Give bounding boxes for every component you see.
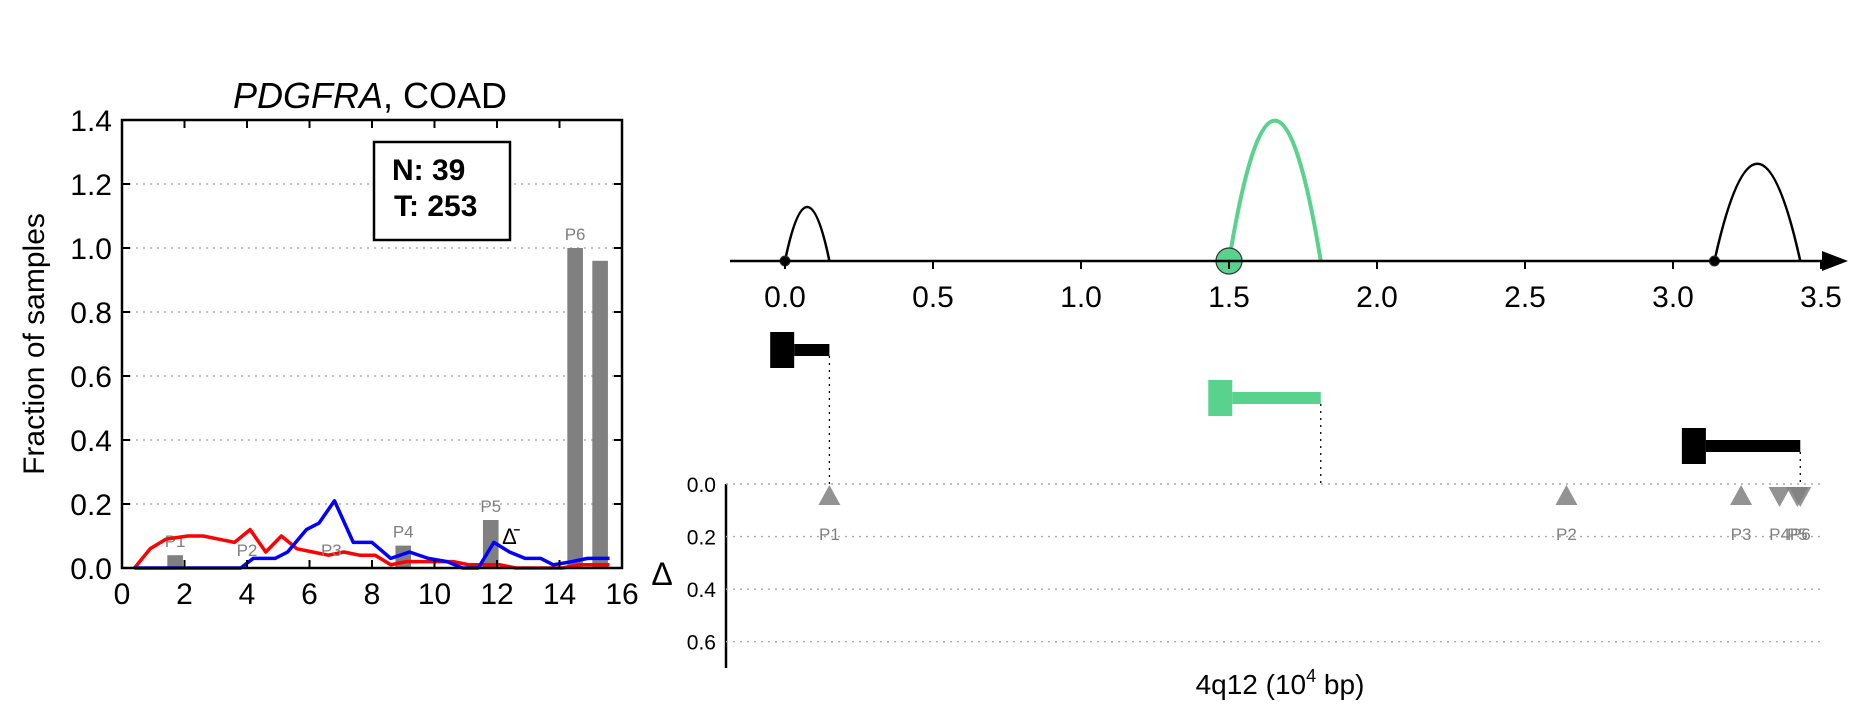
left-bar: [167, 555, 183, 568]
left-ylabel: Fraction of samples: [18, 213, 51, 475]
right-xlabel: 4q12 (104 bp): [1196, 666, 1365, 700]
transcript-tss-block: [1681, 428, 1706, 464]
transcript-tss-block: [1208, 380, 1233, 416]
left-bar-label: P5: [480, 497, 501, 516]
transcript-body: [1232, 392, 1321, 404]
left-point-label: P3: [321, 541, 342, 560]
left-ytick-label: 0.8: [70, 297, 112, 330]
promoter-label: P1: [819, 525, 840, 544]
right-xtick-label: 2.0: [1356, 281, 1398, 314]
right-xlabel-tail: bp): [1316, 669, 1364, 700]
right-xlabel-sup: 4: [1306, 666, 1316, 686]
interaction-arc: [1227, 118, 1323, 262]
transcript-body: [794, 344, 830, 356]
left-plot-frame: [120, 118, 624, 570]
promoter-delta-marker: [1789, 487, 1812, 507]
info-box-frame: [372, 140, 512, 242]
right-xlabel-base: 4q12 (10: [1196, 669, 1307, 700]
right-transcripts: [770, 332, 1801, 484]
gene-name: PDGFRA: [233, 75, 383, 116]
promoter-label: P4: [1769, 525, 1790, 544]
right-xtick-label: 0.5: [912, 281, 954, 314]
left-lines: [133, 499, 610, 570]
genomic-axis-arrowhead: [1822, 251, 1848, 271]
cancer-type: , COAD: [383, 75, 507, 116]
right-xtick-label: 2.5: [1504, 281, 1546, 314]
right-xtick-label: 0.0: [764, 281, 806, 314]
right-panel: 0.0 0.5 1.0 1.5 2.0 2.5 3.0 3.5 0.0 0.2 0.4 0.6 Δ P1…: [651, 118, 1848, 700]
left-xtick-label: 12: [480, 578, 513, 611]
promoter-label: P3: [1731, 525, 1752, 544]
left-ytick-label: 1.2: [70, 169, 112, 202]
left-bar: [592, 260, 608, 568]
left-xtick-label: 10: [418, 578, 451, 611]
right-xtick-label: 3.0: [1652, 281, 1694, 314]
delta-tick-label: 0.6: [687, 632, 716, 655]
right-xtick-label: 3.5: [1800, 281, 1842, 314]
promoter-label: P5: [1787, 525, 1808, 544]
left-ticks: 0.0 0.2 0.4 0.6 0.8 1.0 1.2 1.4 0 2 4 6 8 10 12 14 16: [70, 105, 638, 611]
left-ytick-label: 1.4: [70, 105, 112, 138]
transcript-body: [1705, 440, 1801, 452]
right-axis: 0.0 0.5 1.0 1.5 2.0 2.5 3.0 3.5: [730, 251, 1848, 314]
left-delta-marker: Δ̄: [502, 524, 520, 549]
left-bar-label: P4: [393, 523, 414, 542]
left-bar-label: P6: [565, 225, 586, 244]
left-grid: [122, 183, 622, 505]
interaction-arc: [1713, 162, 1802, 262]
right-xtick-label: 1.5: [1208, 281, 1250, 314]
left-xtick-label: 14: [543, 578, 576, 611]
left-xtick-label: 8: [364, 578, 381, 611]
promoter-label: P6: [1790, 525, 1811, 544]
promoter-delta-marker: [1768, 487, 1791, 507]
left-bar: [567, 248, 583, 568]
left-series-line: [134, 499, 610, 570]
info-box-n: N: 39: [392, 154, 465, 187]
delta-axis-label: Δ: [651, 556, 672, 592]
promoter-delta-marker: [1730, 485, 1753, 505]
left-xtick-label: 4: [239, 578, 256, 611]
left-ytick-label: 0.2: [70, 489, 112, 522]
delta-tick-label: 0.2: [687, 527, 716, 550]
right-arcs: [779, 118, 1802, 275]
left-point-label: P2: [237, 541, 258, 560]
transcript-tss-block: [770, 332, 795, 368]
left-xtick-label: 16: [605, 578, 638, 611]
promoter-delta-marker: [1555, 485, 1578, 505]
left-xtick-label: 6: [301, 578, 318, 611]
left-labels: P2 P3 Δ̄: [237, 524, 520, 560]
left-ytick-label: 0.4: [70, 425, 112, 458]
delta-tick-label: 0.4: [687, 579, 717, 602]
info-box: N: 39 T: 253: [372, 140, 512, 242]
left-ytick-label: 0.0: [70, 553, 112, 586]
left-xtick-label: 2: [176, 578, 193, 611]
info-box-t: T: 253: [394, 190, 477, 223]
promoter-delta-marker: [818, 485, 841, 505]
left-xtick-label: 0: [114, 578, 131, 611]
promoter-label: P2: [1556, 525, 1577, 544]
right-xtick-label: 1.0: [1060, 281, 1102, 314]
delta-tick-label: 0.0: [687, 474, 716, 497]
left-ytick-label: 0.6: [70, 361, 112, 394]
interaction-arc: [783, 206, 831, 262]
left-ytick-label: 1.0: [70, 233, 112, 266]
left-panel-title: PDGFRA, COAD: [233, 75, 507, 116]
